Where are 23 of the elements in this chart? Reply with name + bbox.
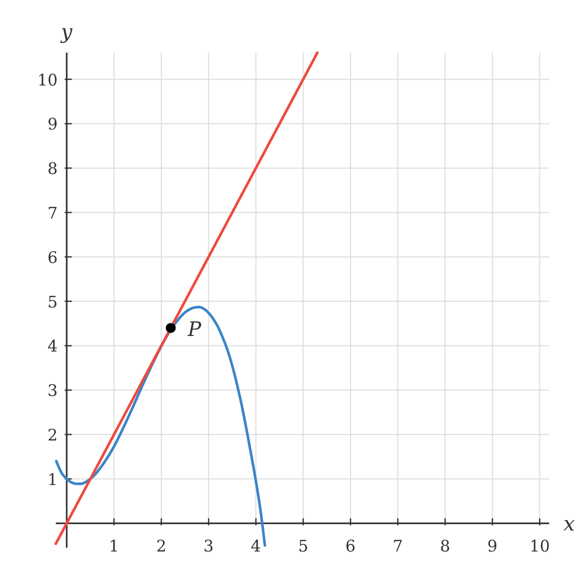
y-tick-label: 7 — [48, 204, 58, 222]
y-tick-label: 10 — [37, 70, 58, 90]
y-tick-label: 9 — [48, 114, 58, 134]
y-axis-title: y — [60, 20, 74, 44]
y-tick-label: 2 — [48, 426, 58, 444]
x-tick-label: 4 — [250, 536, 261, 556]
x-tick-label: 3 — [204, 536, 214, 556]
annotation: P — [186, 316, 202, 341]
y-tick-label: 8 — [48, 159, 58, 178]
y-tick-label: 1 — [48, 470, 58, 489]
y-tick-label: 6 — [48, 248, 58, 267]
x-tick-label: 7 — [392, 536, 403, 556]
y-tick-label: 3 — [48, 381, 58, 400]
x-tick-label: 8 — [440, 536, 450, 556]
x-tick-label: 5 — [298, 536, 308, 556]
x-tick-label: 6 — [345, 536, 356, 556]
y-tick-label: 4 — [48, 336, 58, 356]
x-tick-label: 1 — [108, 536, 120, 556]
x-axis-title: x — [564, 511, 575, 536]
x-tick-label: 9 — [487, 536, 498, 556]
x-tick-label: 10 — [530, 536, 550, 556]
y-tick-label: 5 — [48, 292, 58, 312]
x-tick-label: 2 — [156, 536, 166, 556]
